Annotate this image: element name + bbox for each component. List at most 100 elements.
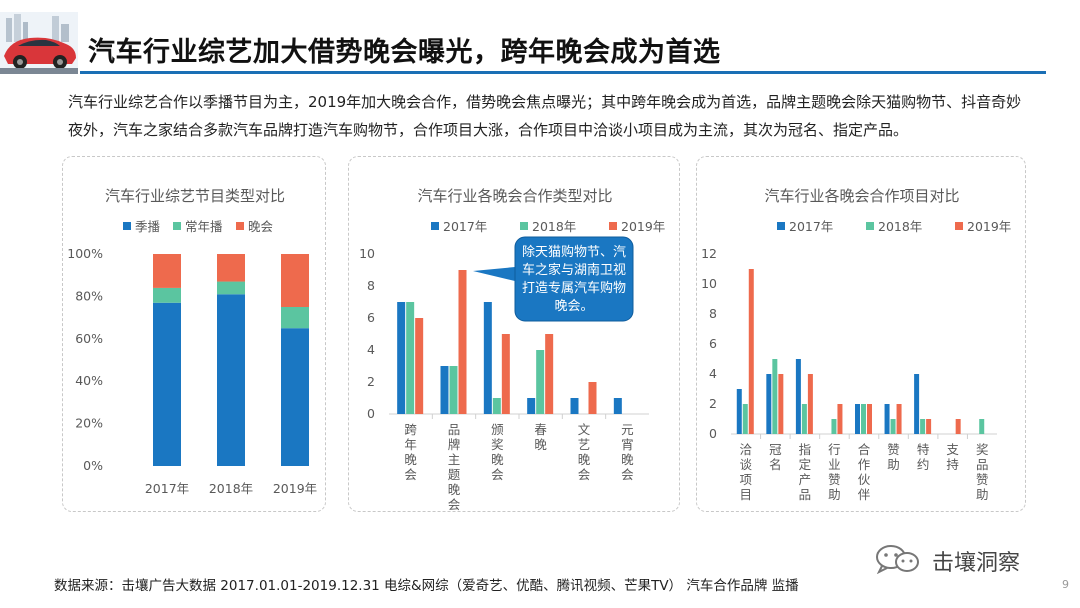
bar xyxy=(536,350,545,414)
x-tick-label: 业 xyxy=(828,457,841,472)
legend-swatch xyxy=(955,222,963,230)
x-tick-label: 支 xyxy=(946,442,959,457)
x-tick-label: 特 xyxy=(917,442,930,457)
bar xyxy=(588,382,597,414)
bar xyxy=(884,404,890,434)
legend-label: 2018年 xyxy=(878,219,922,234)
bar xyxy=(867,404,872,434)
bar xyxy=(778,374,784,434)
bar xyxy=(742,404,748,434)
x-tick-label: 奖 xyxy=(976,442,989,457)
legend-swatch xyxy=(431,222,439,230)
x-tick-label: 主 xyxy=(448,452,461,467)
bar xyxy=(483,302,492,414)
legend-swatch xyxy=(866,222,874,230)
y-tick-label: 4 xyxy=(709,366,717,381)
bar-segment xyxy=(281,307,309,329)
x-tick-label: 合 xyxy=(858,442,871,457)
x-tick-label: 宵 xyxy=(621,437,634,452)
legend-swatch xyxy=(520,222,528,230)
page-title: 汽车行业综艺加大借势晚会曝光，跨年晚会成为首选 xyxy=(88,37,721,68)
x-tick-label: 品 xyxy=(976,457,989,472)
y-tick-label: 2 xyxy=(367,374,375,389)
bar xyxy=(415,318,424,414)
car-logo-icon xyxy=(0,12,78,74)
x-tick-label: 赞 xyxy=(828,472,841,487)
y-tick-label: 100% xyxy=(67,246,103,261)
x-tick-label: 晚 xyxy=(578,452,591,467)
y-tick-label: 8 xyxy=(709,306,717,321)
legend-label: 常年播 xyxy=(185,219,223,234)
bar xyxy=(501,334,510,414)
data-source-note: 数据来源：击壤广告大数据 2017.01.01-2019.12.31 电综&网综… xyxy=(54,578,799,594)
chart-panel-gala-type: 汽车行业各晚会合作类型对比 2017年 2018年 2019年 0 2 4 6 8 10 跨年晚会品… xyxy=(348,156,680,512)
x-tick-label: 伴 xyxy=(858,487,871,502)
callout-pointer xyxy=(473,267,515,281)
x-tick-label: 约 xyxy=(917,457,930,472)
x-tick-label: 元 xyxy=(621,422,634,437)
x-tick-label: 奖 xyxy=(491,437,504,452)
legend-swatch xyxy=(236,222,244,230)
x-tick-label: 伙 xyxy=(858,472,871,487)
x-tick-label: 文 xyxy=(578,422,591,437)
bar-segment xyxy=(217,254,245,282)
intro-paragraph: 汽车行业综艺合作以季播节目为主，2019年加大晚会合作，借势晚会焦点曝光；其中跨… xyxy=(68,93,1022,139)
x-tick-label: 赞 xyxy=(976,472,989,487)
y-tick-label: 0% xyxy=(83,458,103,473)
x-tick-label: 会 xyxy=(578,467,591,482)
callout-text-line: 车之家与湖南卫视 xyxy=(522,262,626,278)
cooperation-item-chart: 汽车行业各晚会合作项目对比 2017年 2018年 2019年 0 2 4 6 8 10 12 洽谈项… xyxy=(701,187,1011,502)
x-tick-label: 题 xyxy=(448,467,461,482)
legend-label: 2017年 xyxy=(443,219,487,234)
bar xyxy=(861,404,866,434)
bar xyxy=(955,419,961,434)
title-divider xyxy=(80,71,1046,74)
y-tick-label: 0 xyxy=(709,426,717,441)
bar-segment xyxy=(281,254,309,307)
legend-swatch xyxy=(173,222,181,230)
x-tick-label: 2017年 xyxy=(145,481,189,496)
bar xyxy=(613,398,622,414)
bar xyxy=(896,404,902,434)
callout-text-line: 除天猫购物节、汽 xyxy=(522,244,626,260)
x-tick-label: 持 xyxy=(946,457,959,472)
x-tick-label: 跨 xyxy=(404,422,417,437)
bar xyxy=(890,419,896,434)
legend-swatch xyxy=(777,222,785,230)
x-tick-label: 目 xyxy=(740,487,753,502)
y-tick-label: 6 xyxy=(367,310,375,325)
bar-segment xyxy=(217,294,245,466)
x-tick-label: 谈 xyxy=(740,457,753,472)
bar xyxy=(855,404,860,434)
legend-label: 晚会 xyxy=(248,219,274,234)
y-tick-label: 10 xyxy=(701,276,717,291)
page-number: 9 xyxy=(1062,578,1069,591)
x-tick-label: 2018年 xyxy=(209,481,253,496)
bar xyxy=(397,302,406,414)
bar xyxy=(458,270,467,414)
x-tick-label: 名 xyxy=(769,457,782,472)
x-tick-label: 颁 xyxy=(491,422,504,437)
chart-title: 汽车行业各晚会合作类型对比 xyxy=(417,187,612,205)
x-tick-label: 助 xyxy=(828,487,841,502)
bar xyxy=(795,359,801,434)
legend-swatch xyxy=(123,222,131,230)
legend-label: 季播 xyxy=(135,219,161,234)
x-tick-label: 会 xyxy=(404,467,417,482)
callout-box xyxy=(514,236,634,322)
x-tick-label: 晚 xyxy=(404,452,417,467)
legend-label: 2019年 xyxy=(967,219,1011,234)
bar-segment xyxy=(281,328,309,466)
y-tick-label: 8 xyxy=(367,278,375,293)
x-tick-label: 品 xyxy=(799,487,812,502)
x-tick-label: 晚 xyxy=(621,452,634,467)
x-tick-label: 艺 xyxy=(578,437,591,452)
x-tick-label: 会 xyxy=(491,467,504,482)
x-tick-label: 助 xyxy=(887,457,900,472)
bar xyxy=(449,366,458,414)
x-tick-label: 作 xyxy=(858,457,871,472)
bar xyxy=(920,419,926,434)
y-tick-label: 12 xyxy=(701,246,717,261)
